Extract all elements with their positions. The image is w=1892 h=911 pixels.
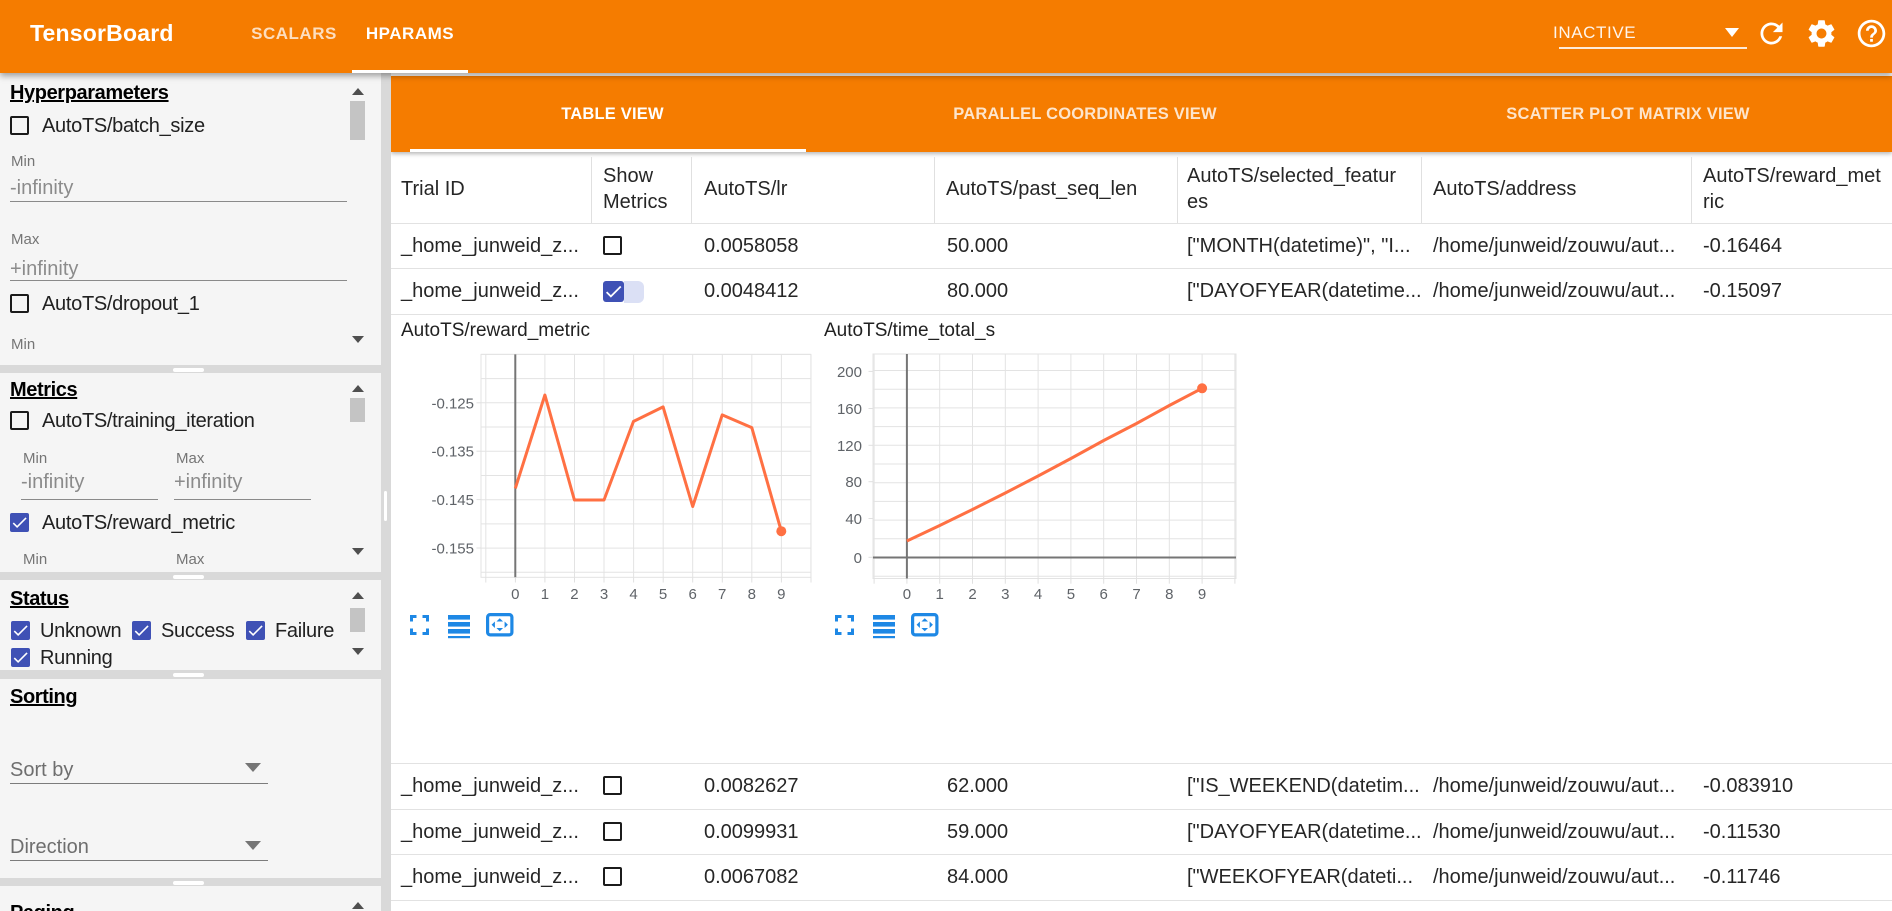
svg-text:1: 1	[936, 586, 944, 603]
svg-text:7: 7	[1132, 586, 1140, 603]
svg-text:120: 120	[837, 438, 862, 455]
svg-text:AutoTS/reward_metric: AutoTS/reward_metric	[401, 320, 590, 341]
svg-text:0: 0	[854, 550, 862, 567]
svg-text:0: 0	[903, 586, 911, 603]
svg-text:3: 3	[1001, 586, 1009, 603]
svg-text:3: 3	[600, 586, 608, 603]
svg-text:7: 7	[718, 586, 726, 603]
svg-text:8: 8	[748, 586, 756, 603]
svg-text:0: 0	[511, 586, 519, 603]
svg-text:-0.125: -0.125	[431, 395, 474, 412]
svg-text:AutoTS/time_total_s: AutoTS/time_total_s	[824, 320, 995, 341]
svg-text:1: 1	[541, 586, 549, 603]
svg-text:9: 9	[1198, 586, 1206, 603]
svg-text:6: 6	[689, 586, 697, 603]
svg-text:5: 5	[1067, 586, 1075, 603]
svg-text:40: 40	[845, 511, 862, 528]
svg-text:2: 2	[570, 586, 578, 603]
svg-text:6: 6	[1100, 586, 1108, 603]
svg-text:160: 160	[837, 401, 862, 418]
svg-text:2: 2	[968, 586, 976, 603]
svg-text:4: 4	[1034, 586, 1042, 603]
svg-text:8: 8	[1165, 586, 1173, 603]
svg-text:9: 9	[777, 586, 785, 603]
svg-text:80: 80	[845, 474, 862, 491]
svg-text:-0.155: -0.155	[431, 541, 474, 558]
svg-text:200: 200	[837, 364, 862, 381]
svg-text:4: 4	[629, 586, 637, 603]
svg-text:-0.135: -0.135	[431, 444, 474, 461]
svg-text:5: 5	[659, 586, 667, 603]
svg-text:-0.145: -0.145	[431, 492, 474, 509]
